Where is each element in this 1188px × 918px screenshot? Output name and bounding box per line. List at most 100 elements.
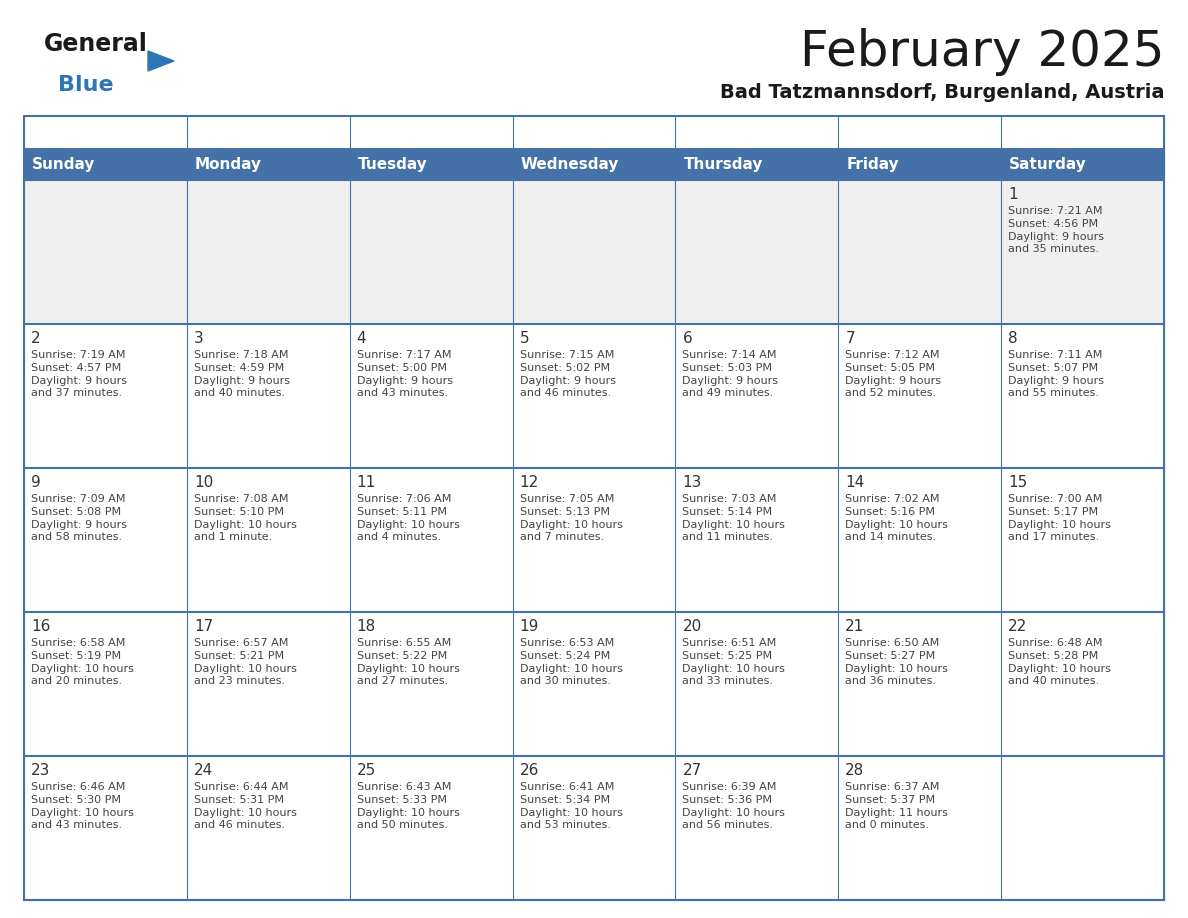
Bar xyxy=(839,612,1001,756)
Text: Sunrise: 6:48 AM
Sunset: 5:28 PM
Daylight: 10 hours
and 40 minutes.: Sunrise: 6:48 AM Sunset: 5:28 PM Dayligh… xyxy=(1009,638,1111,687)
Text: Sunrise: 6:50 AM
Sunset: 5:27 PM
Daylight: 10 hours
and 36 minutes.: Sunrise: 6:50 AM Sunset: 5:27 PM Dayligh… xyxy=(846,638,948,687)
Text: February 2025: February 2025 xyxy=(800,28,1164,76)
Text: 8: 8 xyxy=(1009,331,1018,346)
Bar xyxy=(187,324,349,468)
Text: Sunrise: 6:46 AM
Sunset: 5:30 PM
Daylight: 10 hours
and 43 minutes.: Sunrise: 6:46 AM Sunset: 5:30 PM Dayligh… xyxy=(31,782,134,831)
Bar xyxy=(839,756,1001,900)
Text: Sunrise: 7:05 AM
Sunset: 5:13 PM
Daylight: 10 hours
and 7 minutes.: Sunrise: 7:05 AM Sunset: 5:13 PM Dayligh… xyxy=(519,494,623,543)
Polygon shape xyxy=(148,51,173,71)
Text: Sunrise: 6:44 AM
Sunset: 5:31 PM
Daylight: 10 hours
and 46 minutes.: Sunrise: 6:44 AM Sunset: 5:31 PM Dayligh… xyxy=(194,782,297,831)
Text: 1: 1 xyxy=(1009,187,1018,202)
Text: 27: 27 xyxy=(682,763,702,778)
Bar xyxy=(24,756,187,900)
Text: Sunrise: 7:12 AM
Sunset: 5:05 PM
Daylight: 9 hours
and 52 minutes.: Sunrise: 7:12 AM Sunset: 5:05 PM Dayligh… xyxy=(846,350,941,398)
Bar xyxy=(349,324,512,468)
Bar xyxy=(187,612,349,756)
Text: Sunrise: 7:18 AM
Sunset: 4:59 PM
Daylight: 9 hours
and 40 minutes.: Sunrise: 7:18 AM Sunset: 4:59 PM Dayligh… xyxy=(194,350,290,398)
Bar xyxy=(839,468,1001,612)
Text: Sunrise: 7:03 AM
Sunset: 5:14 PM
Daylight: 10 hours
and 11 minutes.: Sunrise: 7:03 AM Sunset: 5:14 PM Dayligh… xyxy=(682,494,785,543)
Text: Sunrise: 7:11 AM
Sunset: 5:07 PM
Daylight: 9 hours
and 55 minutes.: Sunrise: 7:11 AM Sunset: 5:07 PM Dayligh… xyxy=(1009,350,1104,398)
Text: 5: 5 xyxy=(519,331,529,346)
Text: Bad Tatzmannsdorf, Burgenland, Austria: Bad Tatzmannsdorf, Burgenland, Austria xyxy=(720,83,1164,102)
Text: Sunrise: 7:17 AM
Sunset: 5:00 PM
Daylight: 9 hours
and 43 minutes.: Sunrise: 7:17 AM Sunset: 5:00 PM Dayligh… xyxy=(356,350,453,398)
Text: 2: 2 xyxy=(31,331,40,346)
Bar xyxy=(512,612,676,756)
Bar xyxy=(349,612,512,756)
Text: 26: 26 xyxy=(519,763,539,778)
Text: 3: 3 xyxy=(194,331,203,346)
Bar xyxy=(187,180,349,324)
Text: Sunrise: 6:43 AM
Sunset: 5:33 PM
Daylight: 10 hours
and 50 minutes.: Sunrise: 6:43 AM Sunset: 5:33 PM Dayligh… xyxy=(356,782,460,831)
Bar xyxy=(676,468,839,612)
Text: Sunrise: 6:55 AM
Sunset: 5:22 PM
Daylight: 10 hours
and 27 minutes.: Sunrise: 6:55 AM Sunset: 5:22 PM Dayligh… xyxy=(356,638,460,687)
Bar xyxy=(187,468,349,612)
Text: Sunrise: 7:00 AM
Sunset: 5:17 PM
Daylight: 10 hours
and 17 minutes.: Sunrise: 7:00 AM Sunset: 5:17 PM Dayligh… xyxy=(1009,494,1111,543)
Text: 13: 13 xyxy=(682,475,702,490)
Text: Tuesday: Tuesday xyxy=(358,156,428,172)
Text: 14: 14 xyxy=(846,475,865,490)
Bar xyxy=(349,180,512,324)
Text: 28: 28 xyxy=(846,763,865,778)
Bar xyxy=(24,180,187,324)
Bar xyxy=(1001,756,1164,900)
Text: Sunrise: 7:21 AM
Sunset: 4:56 PM
Daylight: 9 hours
and 35 minutes.: Sunrise: 7:21 AM Sunset: 4:56 PM Dayligh… xyxy=(1009,206,1104,254)
Text: Monday: Monday xyxy=(195,156,261,172)
Text: 23: 23 xyxy=(31,763,50,778)
Bar xyxy=(676,756,839,900)
Bar xyxy=(1001,324,1164,468)
Bar xyxy=(1001,612,1164,756)
Text: Sunrise: 7:15 AM
Sunset: 5:02 PM
Daylight: 9 hours
and 46 minutes.: Sunrise: 7:15 AM Sunset: 5:02 PM Dayligh… xyxy=(519,350,615,398)
Bar xyxy=(512,180,676,324)
Text: Sunrise: 7:08 AM
Sunset: 5:10 PM
Daylight: 10 hours
and 1 minute.: Sunrise: 7:08 AM Sunset: 5:10 PM Dayligh… xyxy=(194,494,297,543)
Text: Sunday: Sunday xyxy=(32,156,95,172)
Text: Sunrise: 7:09 AM
Sunset: 5:08 PM
Daylight: 9 hours
and 58 minutes.: Sunrise: 7:09 AM Sunset: 5:08 PM Dayligh… xyxy=(31,494,127,543)
Text: 20: 20 xyxy=(682,619,702,634)
Text: 4: 4 xyxy=(356,331,366,346)
Text: Sunrise: 6:39 AM
Sunset: 5:36 PM
Daylight: 10 hours
and 56 minutes.: Sunrise: 6:39 AM Sunset: 5:36 PM Dayligh… xyxy=(682,782,785,831)
Text: Sunrise: 7:19 AM
Sunset: 4:57 PM
Daylight: 9 hours
and 37 minutes.: Sunrise: 7:19 AM Sunset: 4:57 PM Dayligh… xyxy=(31,350,127,398)
Text: Sunrise: 6:51 AM
Sunset: 5:25 PM
Daylight: 10 hours
and 33 minutes.: Sunrise: 6:51 AM Sunset: 5:25 PM Dayligh… xyxy=(682,638,785,687)
Text: Sunrise: 6:37 AM
Sunset: 5:37 PM
Daylight: 11 hours
and 0 minutes.: Sunrise: 6:37 AM Sunset: 5:37 PM Dayligh… xyxy=(846,782,948,831)
Text: 19: 19 xyxy=(519,619,539,634)
Text: 21: 21 xyxy=(846,619,865,634)
Bar xyxy=(349,756,512,900)
Text: 11: 11 xyxy=(356,475,375,490)
Text: Wednesday: Wednesday xyxy=(520,156,619,172)
Bar xyxy=(24,116,1164,900)
Text: Saturday: Saturday xyxy=(1009,156,1087,172)
Bar xyxy=(24,612,187,756)
Text: Blue: Blue xyxy=(58,75,114,95)
Text: 17: 17 xyxy=(194,619,213,634)
Text: 10: 10 xyxy=(194,475,213,490)
Text: Sunrise: 6:41 AM
Sunset: 5:34 PM
Daylight: 10 hours
and 53 minutes.: Sunrise: 6:41 AM Sunset: 5:34 PM Dayligh… xyxy=(519,782,623,831)
Text: Sunrise: 6:58 AM
Sunset: 5:19 PM
Daylight: 10 hours
and 20 minutes.: Sunrise: 6:58 AM Sunset: 5:19 PM Dayligh… xyxy=(31,638,134,687)
Bar xyxy=(839,324,1001,468)
Bar xyxy=(24,148,1164,180)
Text: Sunrise: 7:02 AM
Sunset: 5:16 PM
Daylight: 10 hours
and 14 minutes.: Sunrise: 7:02 AM Sunset: 5:16 PM Dayligh… xyxy=(846,494,948,543)
Text: 24: 24 xyxy=(194,763,213,778)
Text: 7: 7 xyxy=(846,331,855,346)
Text: General: General xyxy=(44,32,147,56)
Text: Thursday: Thursday xyxy=(683,156,763,172)
Bar xyxy=(839,180,1001,324)
Bar xyxy=(1001,468,1164,612)
Bar xyxy=(512,756,676,900)
Text: 6: 6 xyxy=(682,331,693,346)
Text: 15: 15 xyxy=(1009,475,1028,490)
Text: 25: 25 xyxy=(356,763,375,778)
Text: Sunrise: 7:06 AM
Sunset: 5:11 PM
Daylight: 10 hours
and 4 minutes.: Sunrise: 7:06 AM Sunset: 5:11 PM Dayligh… xyxy=(356,494,460,543)
Bar xyxy=(676,180,839,324)
Text: 9: 9 xyxy=(31,475,40,490)
Bar xyxy=(24,468,187,612)
Bar xyxy=(1001,180,1164,324)
Text: 12: 12 xyxy=(519,475,539,490)
Text: 18: 18 xyxy=(356,619,375,634)
Text: Sunrise: 6:53 AM
Sunset: 5:24 PM
Daylight: 10 hours
and 30 minutes.: Sunrise: 6:53 AM Sunset: 5:24 PM Dayligh… xyxy=(519,638,623,687)
Bar xyxy=(676,324,839,468)
Bar xyxy=(676,612,839,756)
Bar xyxy=(349,468,512,612)
Bar xyxy=(512,324,676,468)
Text: 22: 22 xyxy=(1009,619,1028,634)
Text: 16: 16 xyxy=(31,619,50,634)
Text: Sunrise: 6:57 AM
Sunset: 5:21 PM
Daylight: 10 hours
and 23 minutes.: Sunrise: 6:57 AM Sunset: 5:21 PM Dayligh… xyxy=(194,638,297,687)
